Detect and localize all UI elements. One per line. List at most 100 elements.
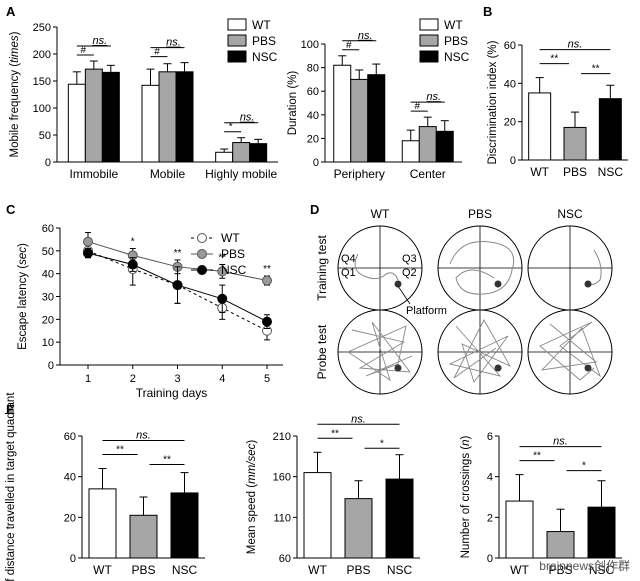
c-latency-x-axis-label: Training days <box>136 386 208 400</box>
c-latency-x-tick-label: 5 <box>264 373 270 385</box>
a-mobile-bar-wt <box>67 83 86 163</box>
e-speed-y-tick-label: 210 <box>273 431 291 443</box>
e-speed-bar-pbs <box>344 498 373 559</box>
e-speed-bar-wt <box>303 472 332 559</box>
a-mobile-legend-label-pbs: PBS <box>252 34 276 48</box>
b-discrimination-y-tick-label: 40 <box>504 78 516 90</box>
e-speed-y-tick-label: 160 <box>273 472 291 484</box>
maze-platform-label: Platform <box>406 305 447 317</box>
e-distance-sig-label: ** <box>116 445 124 456</box>
c-latency-point-nsc <box>83 248 93 259</box>
e-crossings-y-tick-label: 6 <box>487 431 493 443</box>
a-duration-category-label: Center <box>410 167 446 181</box>
a-duration-legend-swatch-wt <box>419 18 439 31</box>
a-duration-bar-pbs <box>418 126 437 163</box>
a-mobile-sig-label: ns. <box>240 112 255 124</box>
maze-quadrant-label: Q1 <box>341 267 356 279</box>
e-distance-y-axis-label: % of distance travelled in target quadra… <box>5 392 17 581</box>
a-duration-y-axis-label: Duration (%) <box>287 71 299 136</box>
c-latency-x-tick-label: 2 <box>130 373 136 385</box>
c-latency-y-tick-label: 40 <box>42 269 54 281</box>
c-latency-legend-label-nsc: NSC <box>221 263 247 277</box>
a-mobile-bar-pbs <box>84 68 103 163</box>
c-latency-sig-label: ** <box>218 253 226 264</box>
c-latency-point-pbs <box>262 275 272 286</box>
a-mobile-bar-nsc <box>101 71 120 163</box>
e-speed-y-tick-label: 60 <box>279 553 291 565</box>
c-latency-y-tick-label: 30 <box>42 292 54 304</box>
b-discrimination-y-tick-label: 60 <box>504 40 516 52</box>
c-latency-legend-marker-wt <box>197 233 207 243</box>
b-discrimination-sig-label: ns. <box>568 39 583 51</box>
a-duration-sig-label: ns. <box>358 30 373 42</box>
maze-platform-marker <box>394 280 402 288</box>
panel-label-a: A <box>6 4 16 19</box>
e-crossings-y-tick-label: 4 <box>487 472 493 484</box>
a-duration-y-tick-label: 0 <box>313 157 319 169</box>
maze-swim-path <box>354 253 399 281</box>
maze-group-title: NSC <box>557 207 583 221</box>
c-latency-y-tick-label: 60 <box>42 223 54 235</box>
a-duration-y-tick-label: 80 <box>307 63 319 75</box>
e-crossings-y-tick-label: 0 <box>487 553 493 565</box>
e-crossings-category-label: NSC <box>589 563 615 577</box>
maze-swim-path <box>347 321 413 382</box>
panel-label-b: B <box>483 4 492 19</box>
panel-label-d: D <box>310 202 319 217</box>
e-crossings-sig-label: ** <box>533 451 541 462</box>
a-duration-legend-swatch-pbs <box>419 34 439 47</box>
e-speed-sig-label: * <box>380 438 384 449</box>
e-crossings-y-axis-label: Number of crossings (n) <box>460 435 472 558</box>
e-speed-y-tick-label: 110 <box>273 512 291 524</box>
b-discrimination-sig-label: ** <box>592 64 600 75</box>
c-latency-y-tick-label: 0 <box>48 360 54 372</box>
c-latency-sig-label: ** <box>263 264 271 275</box>
e-distance-bar-wt <box>88 488 117 559</box>
e-distance-y-tick-label: 0 <box>70 553 76 565</box>
maze-platform-marker <box>494 280 502 288</box>
a-mobile-y-tick-label: 50 <box>39 130 51 142</box>
a-mobile-category-label: Highly mobile <box>205 167 277 181</box>
a-duration-legend-label-nsc: NSC <box>444 50 470 64</box>
a-mobile-legend-label-nsc: NSC <box>252 50 278 64</box>
c-latency-y-axis-label: Escape latency (sec) <box>17 243 29 350</box>
a-mobile-bar-pbs <box>158 71 177 163</box>
a-duration-sig-label: # <box>346 40 352 51</box>
a-mobile-bar-nsc <box>249 143 268 163</box>
c-latency-legend-label-wt: WT <box>221 231 240 245</box>
panel-label-c: C <box>6 202 16 217</box>
a-mobile-y-tick-label: 250 <box>33 22 51 34</box>
e-distance-y-tick-label: 40 <box>64 472 76 484</box>
maze-platform-marker <box>584 364 592 372</box>
c-latency-point-nsc <box>172 280 183 291</box>
a-duration-sig-label: # <box>414 101 420 112</box>
e-distance-category-label: PBS <box>131 563 155 577</box>
c-latency-legend-label-pbs: PBS <box>221 247 245 261</box>
a-mobile-y-tick-label: 200 <box>33 49 51 61</box>
a-duration-bar-pbs <box>350 78 369 163</box>
a-duration-bar-wt <box>401 140 420 163</box>
b-discrimination-bar-wt <box>528 92 552 161</box>
maze-swim-path <box>449 240 515 295</box>
a-duration-legend-label-pbs: PBS <box>444 34 468 48</box>
e-speed-category-label: NSC <box>387 563 413 577</box>
e-distance-bar-nsc <box>170 492 199 559</box>
b-discrimination-sig-label: ** <box>550 54 558 65</box>
maze-quadrant-label: Q3 <box>402 253 417 265</box>
c-latency-point-nsc <box>262 316 272 327</box>
a-mobile-sig-label: * <box>229 122 233 133</box>
c-latency-legend-marker-nsc <box>197 265 207 275</box>
c-latency-point-pbs <box>83 236 93 247</box>
c-latency-sig-label: * <box>131 237 135 248</box>
b-discrimination-y-tick-label: 20 <box>504 117 516 129</box>
e-crossings-sig-label: * <box>582 461 586 472</box>
c-latency-legend-marker-pbs <box>197 249 207 259</box>
a-duration-bar-nsc <box>435 130 454 163</box>
a-mobile-y-tick-label: 100 <box>33 103 51 115</box>
maze-row-label: Training test <box>315 235 329 301</box>
maze-platform-marker <box>494 364 502 372</box>
watermark-text: brainnews创作群 <box>539 559 630 573</box>
a-duration-legend-swatch-nsc <box>419 50 439 63</box>
e-distance-y-tick-label: 60 <box>64 431 76 443</box>
